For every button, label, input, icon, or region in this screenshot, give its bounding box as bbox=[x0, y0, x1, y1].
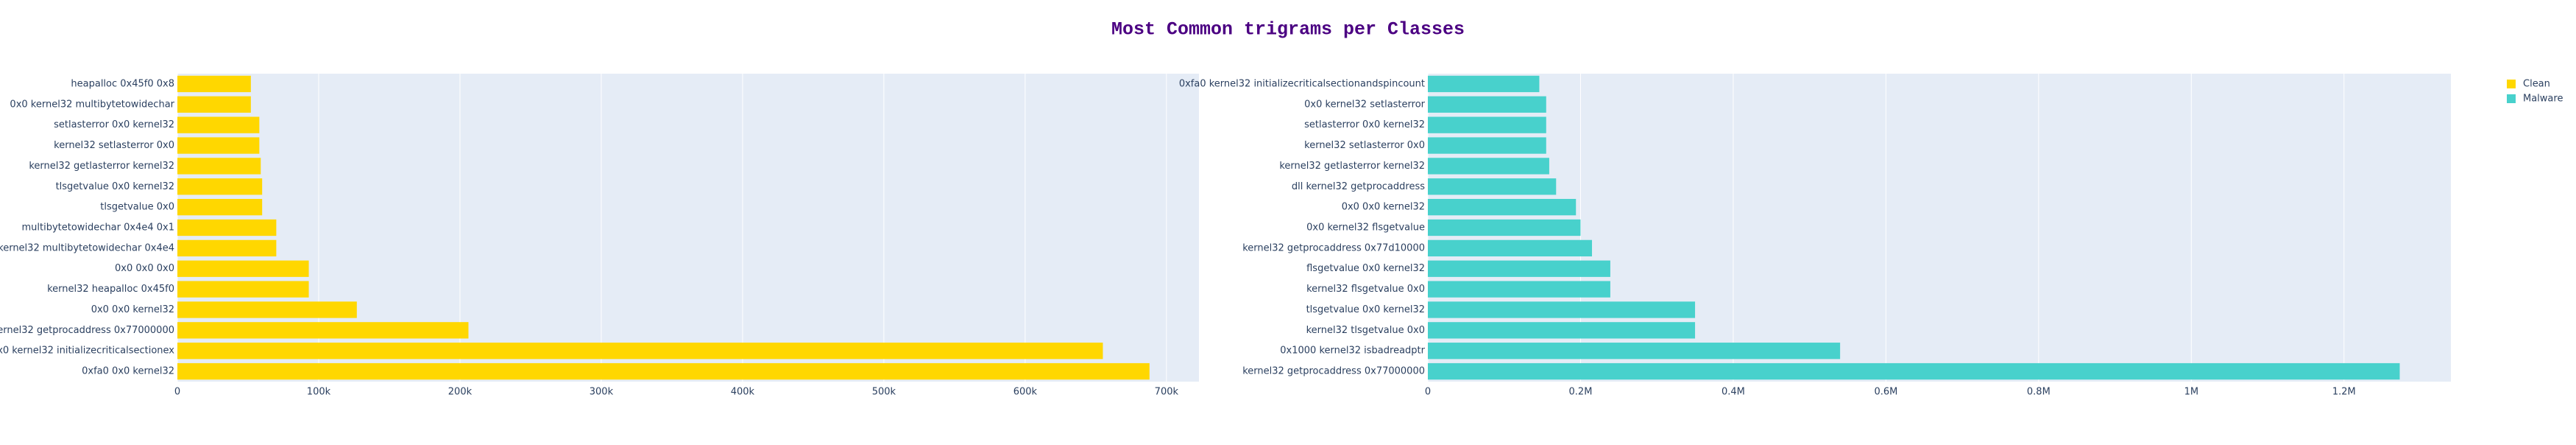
bar bbox=[1428, 75, 1540, 93]
y-tick-label: kernel32 getprocaddress 0x77d10000 bbox=[1242, 242, 1425, 253]
bar bbox=[177, 281, 309, 298]
x-tick-label: 300k bbox=[590, 387, 614, 398]
bar bbox=[177, 239, 277, 257]
bar bbox=[1428, 281, 1610, 298]
x-tick-label: 600k bbox=[1013, 387, 1038, 398]
y-tick-label: kernel32 heapalloc 0x45f0 bbox=[47, 284, 174, 295]
bar bbox=[177, 198, 263, 216]
bar bbox=[1428, 158, 1549, 175]
bar bbox=[177, 158, 261, 175]
y-tick-label: kernel32 setlasterror 0x0 bbox=[1304, 140, 1425, 151]
y-tick-label: kernel32 getlasterror kernel32 bbox=[29, 161, 174, 172]
y-tick-label: 0x0 0x0 kernel32 bbox=[1342, 202, 1425, 213]
bar bbox=[177, 116, 260, 133]
y-tick-label: tlsgetvalue 0x0 kernel32 bbox=[1306, 304, 1425, 315]
y-tick-label: flsgetvalue 0x0 kernel32 bbox=[1306, 263, 1425, 274]
bar bbox=[1428, 219, 1581, 236]
legend-label: Clean bbox=[2523, 79, 2550, 90]
y-tick-label: kernel32 setlasterror 0x0 bbox=[54, 140, 174, 151]
bar bbox=[1428, 301, 1696, 318]
x-tick-label: 0.2M bbox=[1569, 387, 1593, 398]
y-tick-label: 0x0 kernel32 multibytetowidechar bbox=[10, 99, 174, 110]
bar bbox=[1428, 239, 1593, 257]
y-tick-label: kernel32 getlasterror kernel32 bbox=[1279, 161, 1425, 172]
y-tick-label: kernel32 getprocaddress 0x77000000 bbox=[0, 325, 174, 336]
y-tick-label: kernel32 multibytetowidechar 0x4e4 bbox=[0, 242, 174, 253]
y-tick-label: tlsgetvalue 0x0 kernel32 bbox=[56, 181, 174, 192]
y-tick-label: heapalloc 0x45f0 0x8 bbox=[71, 78, 174, 89]
x-tick-label: 0.4M bbox=[1722, 387, 1745, 398]
legend-swatch bbox=[2507, 94, 2516, 103]
bar bbox=[177, 178, 263, 195]
bar bbox=[177, 301, 357, 318]
bar bbox=[1428, 137, 1546, 154]
x-tick-label: 1.2M bbox=[2332, 387, 2356, 398]
bar bbox=[177, 343, 1103, 360]
x-tick-label: 0 bbox=[1425, 387, 1431, 398]
x-tick-label: 400k bbox=[731, 387, 755, 398]
y-tick-label: kernel32 tlsgetvalue 0x0 bbox=[1306, 325, 1425, 336]
chart-title: Most Common trigrams per Classes bbox=[1111, 19, 1465, 41]
x-tick-label: 1M bbox=[2184, 387, 2199, 398]
bar bbox=[1428, 96, 1546, 113]
bar bbox=[1428, 116, 1546, 133]
y-tick-label: 0x0 0x0 0x0 bbox=[115, 263, 174, 274]
x-tick-label: 200k bbox=[448, 387, 473, 398]
bar bbox=[1428, 260, 1610, 277]
y-tick-label: 0x0 kernel32 flsgetvalue bbox=[1306, 222, 1425, 234]
bar bbox=[1428, 362, 2400, 380]
x-tick-label: 0.6M bbox=[1874, 387, 1897, 398]
y-tick-label: kernel32 getprocaddress 0x77000000 bbox=[1242, 366, 1425, 377]
y-tick-label: setlasterror 0x0 kernel32 bbox=[54, 119, 174, 130]
y-tick-label: tlsgetvalue 0x0 bbox=[100, 202, 174, 213]
bar bbox=[177, 362, 1150, 380]
bar bbox=[1428, 322, 1696, 339]
y-tick-label: setlasterror 0x0 kernel32 bbox=[1304, 119, 1425, 130]
bar bbox=[177, 219, 277, 236]
bar bbox=[1428, 178, 1557, 195]
y-tick-label: 0x0 kernel32 initializecriticalsectionex bbox=[0, 346, 174, 357]
y-tick-label: 0x0 0x0 kernel32 bbox=[91, 304, 174, 315]
bar bbox=[177, 96, 251, 113]
y-tick-label: 0xfa0 0x0 kernel32 bbox=[82, 366, 174, 377]
bar bbox=[177, 322, 469, 339]
legend-swatch bbox=[2507, 80, 2516, 88]
x-tick-label: 500k bbox=[872, 387, 896, 398]
y-tick-label: kernel32 flsgetvalue 0x0 bbox=[1306, 284, 1425, 295]
bar bbox=[1428, 198, 1577, 216]
x-tick-label: 700k bbox=[1155, 387, 1179, 398]
y-tick-label: 0xfa0 kernel32 initializecriticalsection… bbox=[1179, 78, 1425, 89]
y-tick-label: dll kernel32 getprocaddress bbox=[1292, 181, 1425, 192]
x-tick-label: 100k bbox=[307, 387, 331, 398]
y-tick-label: 0x1000 kernel32 isbadreadptr bbox=[1280, 346, 1425, 357]
legend-label: Malware bbox=[2523, 94, 2563, 105]
bar bbox=[177, 260, 309, 277]
x-tick-label: 0 bbox=[174, 387, 180, 398]
bar bbox=[1428, 343, 1841, 360]
bar bbox=[177, 137, 260, 154]
y-tick-label: multibytetowidechar 0x4e4 0x1 bbox=[21, 222, 174, 234]
bar bbox=[177, 75, 251, 93]
y-tick-label: 0x0 kernel32 setlasterror bbox=[1304, 99, 1426, 110]
x-tick-label: 0.8M bbox=[2027, 387, 2050, 398]
